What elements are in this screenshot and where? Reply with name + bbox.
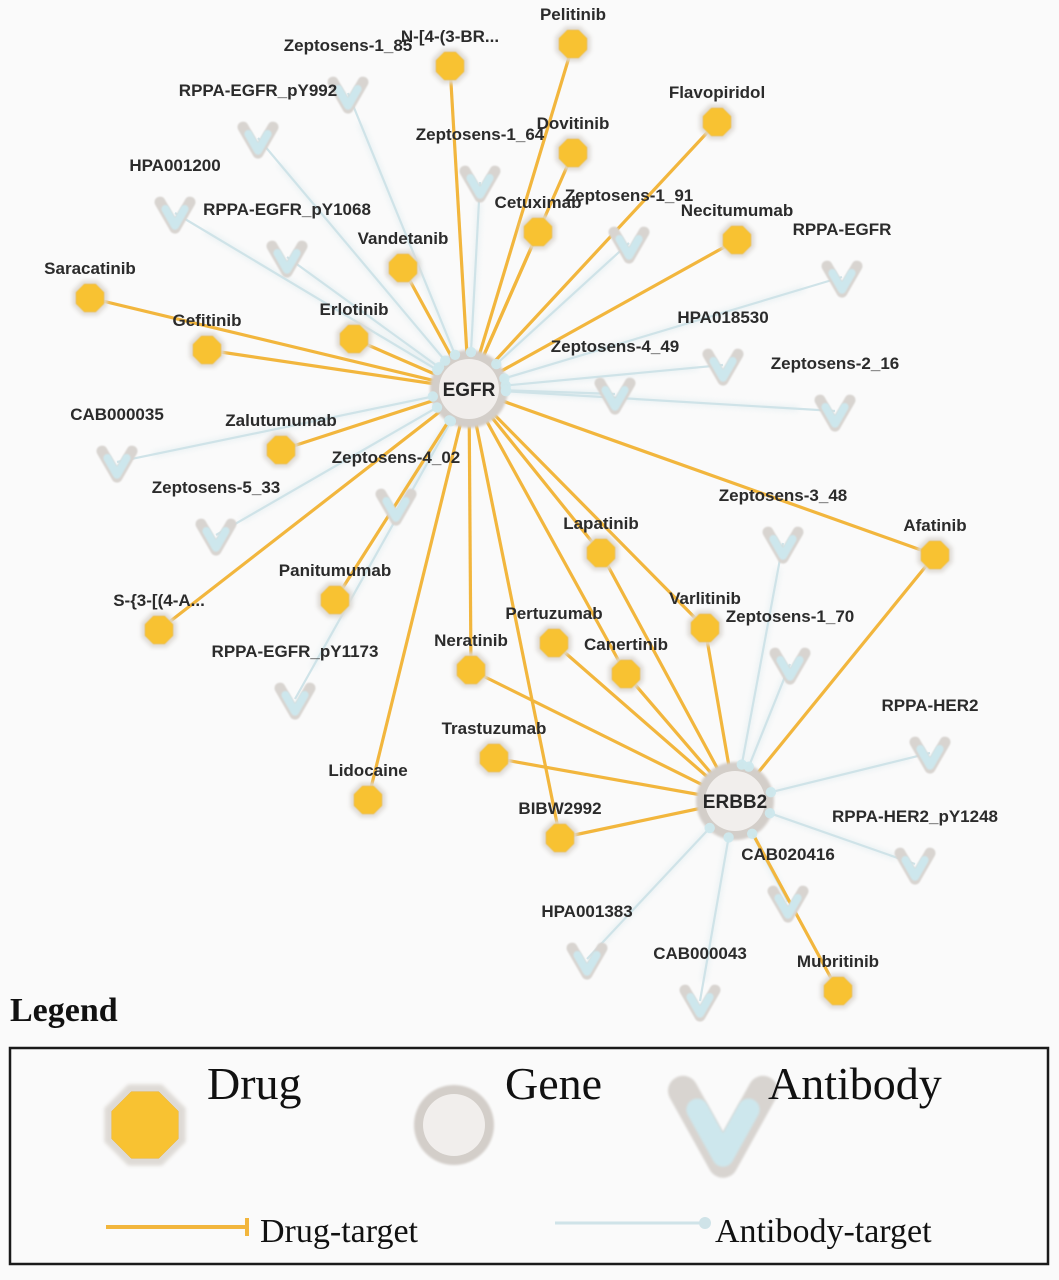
svg-text:ERBB2: ERBB2 [703, 792, 767, 813]
svg-text:EGFR: EGFR [443, 380, 496, 401]
